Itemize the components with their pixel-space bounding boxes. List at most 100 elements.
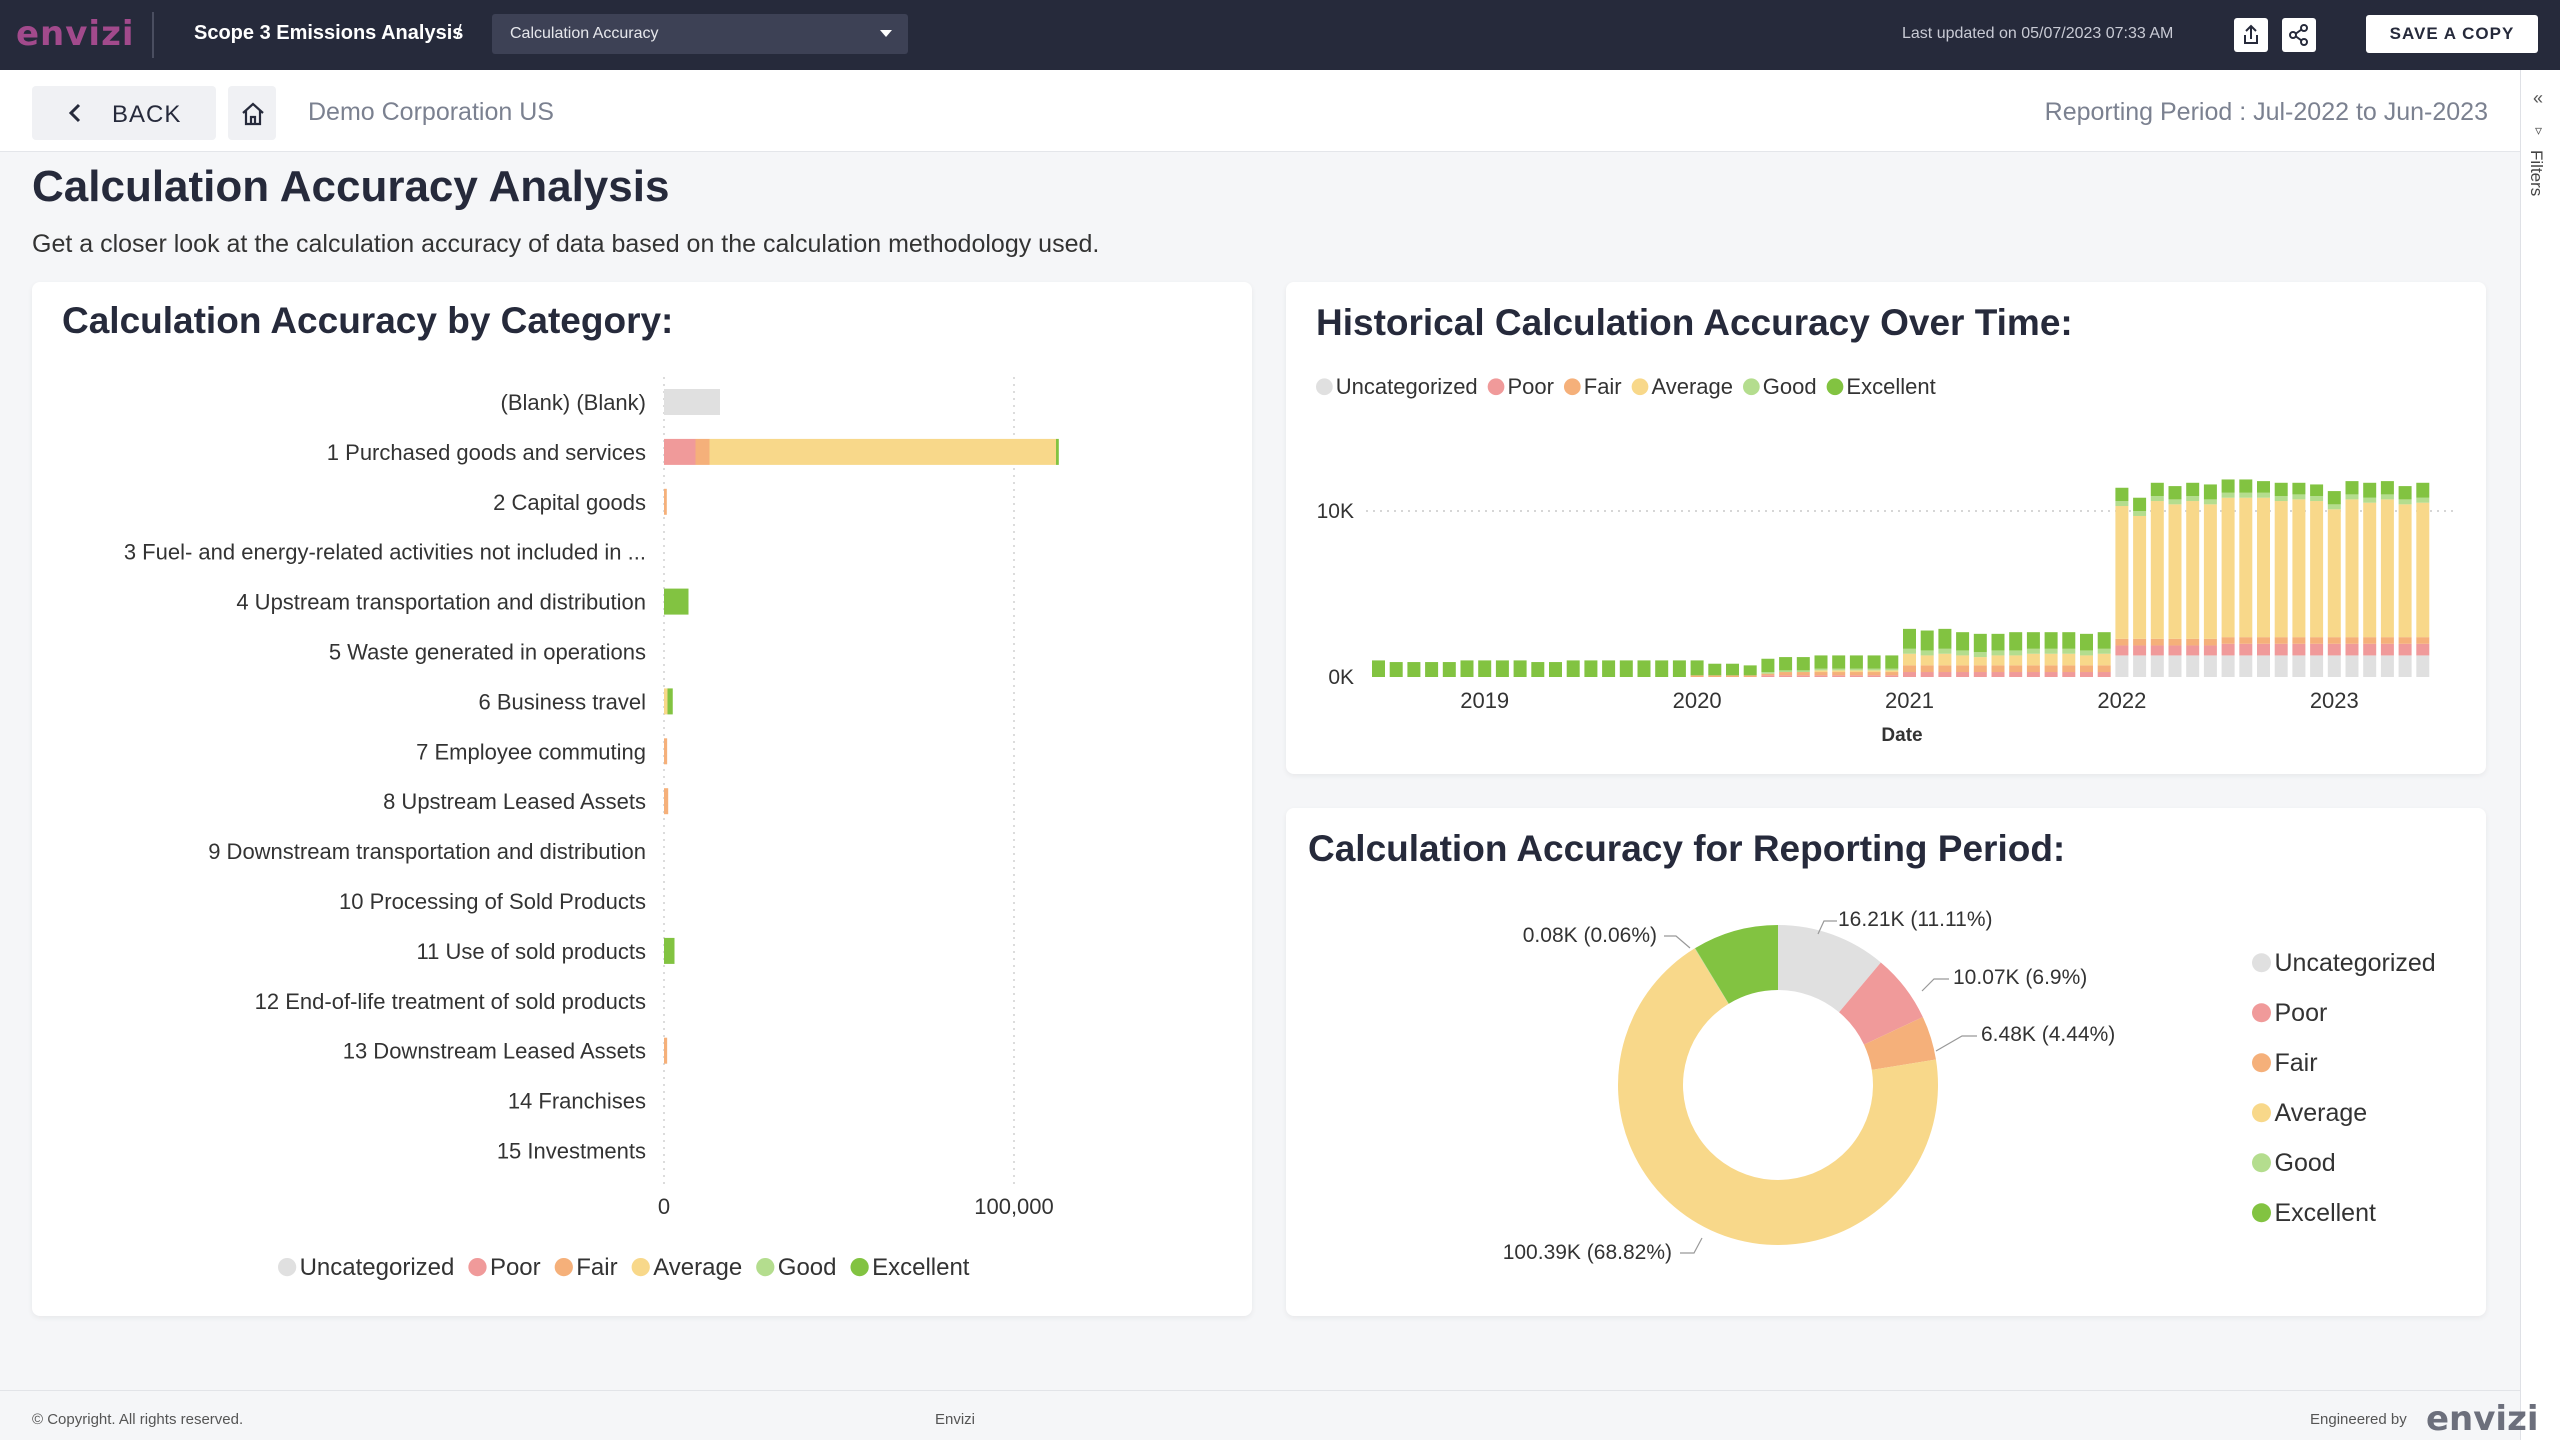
page-title: Calculation Accuracy Analysis <box>32 162 670 211</box>
share-button[interactable] <box>2282 18 2316 52</box>
bar-segment-good <box>2310 496 2324 502</box>
envizi-logo[interactable]: envizi <box>16 14 135 54</box>
bar-segment-fair <box>2380 637 2394 644</box>
bar-segment-excellent <box>1814 655 1828 669</box>
bar-segment-average <box>1938 653 1952 666</box>
back-button[interactable]: BACK <box>32 86 216 140</box>
bar-segment-uncategorized <box>2380 655 2394 677</box>
legend-item-uncategorized[interactable]: Uncategorized <box>1316 374 1478 399</box>
category-label: 12 End-of-life treatment of sold product… <box>255 989 646 1014</box>
legend-item-poor[interactable]: Poor <box>1487 374 1554 399</box>
bar-segment-fair <box>2044 665 2058 673</box>
bar-segment-average <box>1814 670 1828 673</box>
legend-item-fair[interactable]: Fair <box>554 1254 618 1281</box>
legend-swatch <box>554 1257 573 1277</box>
card-title: Historical Calculation Accuracy Over Tim… <box>1316 302 2073 343</box>
bar-segment-fair <box>2097 665 2111 673</box>
bar-segment-fair <box>2257 637 2270 644</box>
bar-segment-fair <box>1832 672 1846 676</box>
legend-item-fair[interactable]: Fair <box>2252 1049 2318 1077</box>
bar-segment-fair <box>2026 665 2040 673</box>
bar-segment-average <box>2221 497 2235 638</box>
bar-segment-fair <box>1849 672 1863 676</box>
x-tick-label: 100,000 <box>974 1194 1054 1219</box>
bar-segment-good <box>2345 494 2359 500</box>
legend-item-excellent[interactable]: Excellent <box>850 1254 970 1281</box>
home-button[interactable] <box>228 86 276 140</box>
bar-segment-poor <box>2257 643 2270 656</box>
legend-item-good[interactable]: Good <box>2252 1149 2336 1177</box>
bar-segment-poor <box>1761 675 1775 677</box>
legend-label: Poor <box>1507 374 1553 399</box>
bar-segment-fair <box>2416 637 2430 644</box>
bar-segment-average <box>2239 497 2253 638</box>
bar-segment-excellent <box>1743 665 1757 676</box>
legend-item-good[interactable]: Good <box>1742 374 1817 399</box>
page-select-dropdown[interactable]: Calculation Accuracy <box>492 14 908 54</box>
export-button[interactable] <box>2234 18 2268 52</box>
legend-item-fair[interactable]: Fair <box>1563 374 1622 399</box>
bar-segment-excellent <box>1796 657 1810 671</box>
bar-segment-uncategorized <box>2203 655 2217 677</box>
dashboard-title[interactable]: Scope 3 Emissions Analysis <box>194 22 464 44</box>
legend-item-uncategorized[interactable]: Uncategorized <box>278 1254 454 1281</box>
bar-segment-good <box>1814 668 1828 671</box>
donut-slice-fair <box>1863 1017 1936 1070</box>
legend-item-excellent[interactable]: Excellent <box>2252 1199 2376 1227</box>
bar-segment-average <box>2363 502 2377 638</box>
footer: © Copyright. All rights reserved. Envizi… <box>0 1390 2539 1440</box>
filters-pane[interactable]: « ▿ Filters <box>2520 70 2560 1440</box>
bar-segment-excellent <box>2150 482 2164 497</box>
bar-segment-poor <box>2310 643 2324 656</box>
legend-label: Fair <box>576 1254 617 1281</box>
bar-segment-poor <box>2221 643 2235 656</box>
reporting-donut-chart: 16.21K (11.11%) 10.07K (6.9%) 6.48K (4.44%… <box>1503 908 2436 1264</box>
legend-item-average[interactable]: Average <box>631 1254 743 1281</box>
legend-item-good[interactable]: Good <box>756 1254 837 1281</box>
bar-segment-fair <box>1726 675 1739 677</box>
historical-bar-chart: Uncategorized Poor Fair Average Good Excellen… <box>1316 374 2456 746</box>
x-tick-label: 2023 <box>2310 688 2359 713</box>
bar-segment-good <box>2416 497 2430 503</box>
category-label: 14 Franchises <box>508 1089 646 1114</box>
bar-segment-average <box>1832 670 1846 673</box>
bar-segment-poor <box>1849 675 1863 677</box>
legend-label: Fair <box>2275 1049 2318 1077</box>
bar-segment-poor <box>1956 672 1970 677</box>
bar-segment-average <box>2203 504 2217 639</box>
bar-segment-fair <box>1956 665 1970 673</box>
chevron-left-double-icon[interactable]: « <box>2533 88 2544 108</box>
bar-segment-excellent <box>1478 660 1492 677</box>
bar-segment-uncategorized <box>2274 655 2288 677</box>
legend-item-poor[interactable]: Poor <box>468 1254 541 1281</box>
legend-item-poor[interactable]: Poor <box>2252 999 2327 1027</box>
bar-segment-poor <box>2026 672 2040 677</box>
legend-item-excellent[interactable]: Excellent <box>1826 374 1936 399</box>
legend-label: Average <box>2275 1099 2368 1127</box>
bar-segment-poor <box>2327 643 2341 656</box>
bar-segment-fair <box>1867 672 1881 676</box>
bar-segment-fair <box>1779 672 1793 676</box>
legend-swatch <box>1631 378 1649 396</box>
legend-item-average[interactable]: Average <box>1631 374 1733 399</box>
bar-segment-excellent <box>667 688 673 715</box>
category-label: 5 Waste generated in operations <box>329 640 646 665</box>
bar-segment-poor <box>2363 643 2377 656</box>
bar-segment-excellent <box>664 937 675 964</box>
legend-swatch <box>278 1257 297 1277</box>
bar-segment-good <box>2274 496 2288 502</box>
legend-item-uncategorized[interactable]: Uncategorized <box>2252 949 2436 977</box>
legend-swatch <box>756 1257 775 1277</box>
bar-segment-poor <box>2080 672 2093 677</box>
bar-segment-excellent <box>1372 660 1385 677</box>
legend-label: Excellent <box>1846 374 1935 399</box>
category-label: 9 Downstream transportation and distribu… <box>208 839 646 864</box>
bar-segment-poor <box>1814 675 1828 677</box>
bar-segment-excellent <box>664 588 689 615</box>
save-copy-button[interactable]: SAVE A COPY <box>2366 15 2538 53</box>
bar-segment-excellent <box>1513 660 1527 677</box>
legend-item-average[interactable]: Average <box>2252 1099 2367 1127</box>
category-label: 6 Business travel <box>478 689 646 714</box>
category-label: 15 Investments <box>497 1139 646 1164</box>
bar-segment-poor <box>1920 672 1934 677</box>
